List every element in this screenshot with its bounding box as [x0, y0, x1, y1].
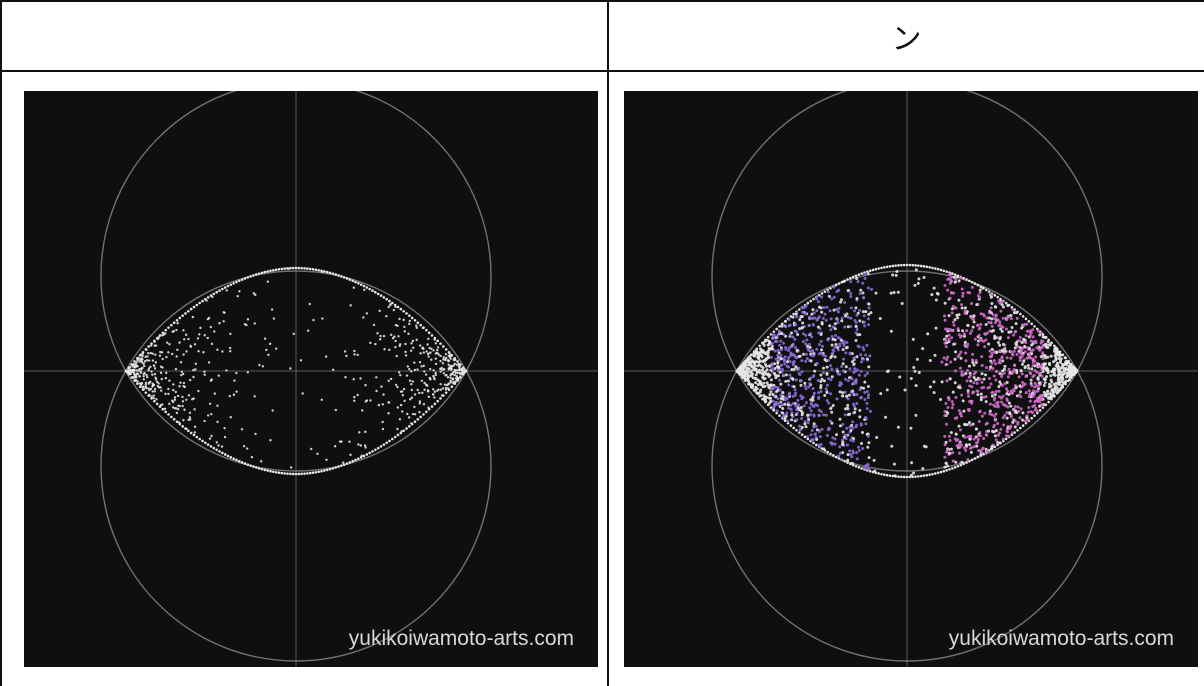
image-panel-right: yukikoiwamoto-arts.com	[624, 91, 1198, 667]
table-header-divider	[0, 70, 1204, 72]
watermark-left: yukikoiwamoto-arts.com	[348, 627, 574, 650]
image-panel-left: yukikoiwamoto-arts.com	[24, 91, 598, 667]
pattern-image-right	[624, 91, 1198, 667]
table-top-border	[0, 0, 1204, 2]
pattern-image-left	[24, 91, 598, 667]
watermark-right: yukikoiwamoto-arts.com	[948, 627, 1174, 650]
table-column-divider	[607, 0, 609, 686]
header-cell-right: ン	[891, 22, 922, 57]
table-left-border	[0, 0, 2, 686]
header-cell-left	[2, 2, 607, 70]
